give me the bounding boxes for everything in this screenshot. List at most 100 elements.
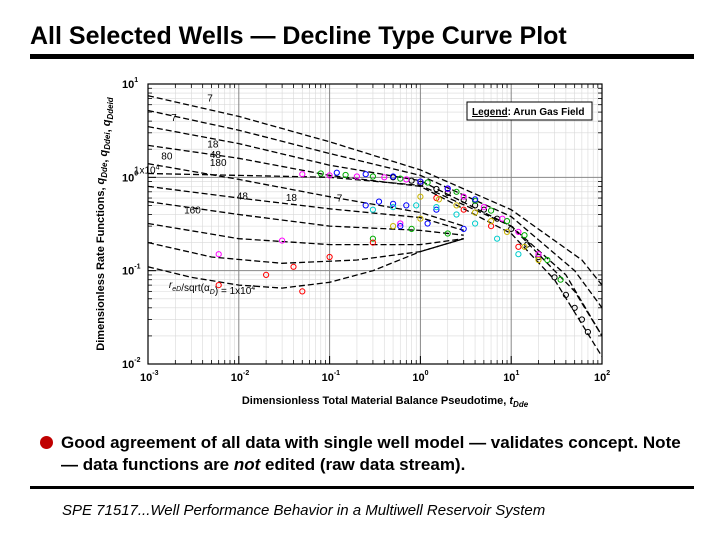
stem-family-label-part: 4 xyxy=(251,285,255,292)
stem-annotation: 48 xyxy=(210,150,222,161)
stem-family-label-part: /sqrt( xyxy=(181,283,204,294)
x-tick-label: 10-2 xyxy=(231,370,250,384)
stem-annotation-text: 80 xyxy=(161,152,173,163)
data-point-series-2 xyxy=(460,193,467,200)
stem-annotation: 180 xyxy=(210,158,227,169)
stem-annotation: 18 xyxy=(286,193,298,204)
type-curve-plot: 7 7 18 80 48 180 1x104 48 18 7 160 reD/sqrt(αD) = 1… xyxy=(90,70,620,418)
y-tick-exp: -1 xyxy=(134,264,140,271)
data-point-series-3 xyxy=(369,173,376,180)
legend-entry: : Arun Gas Field xyxy=(508,107,585,118)
data-point-series-1 xyxy=(444,189,451,197)
data-point-series-3 xyxy=(424,179,431,186)
stem-annotation: 18 xyxy=(207,139,219,150)
y-tick-base: 10 xyxy=(122,79,134,91)
x-tick-exp: -1 xyxy=(334,370,340,377)
data-point-series-4 xyxy=(444,185,451,192)
slide-title: All Selected Wells — Decline Type Curve … xyxy=(30,22,567,50)
data-point-series-6 xyxy=(503,228,511,235)
y-axis-label-part: q xyxy=(95,177,107,184)
data-point-series-4 xyxy=(375,198,383,205)
x-tick-label: 10-1 xyxy=(322,370,341,384)
stem-annotation: 48 xyxy=(237,191,249,202)
x-tick-exp: -2 xyxy=(243,370,249,377)
data-point-series-6 xyxy=(417,215,424,222)
data-point-series-3 xyxy=(544,256,551,264)
data-point-series-6 xyxy=(535,256,542,264)
data-point-series-7 xyxy=(413,202,420,209)
x-axis-label-main: Dimensionless Total Material Balance Pse… xyxy=(242,395,510,407)
x-tick-exp: 1 xyxy=(515,370,519,377)
data-point-series-3 xyxy=(521,232,528,239)
y-tick-base: 10 xyxy=(122,359,134,371)
x-tick-label: 102 xyxy=(594,370,610,384)
stem-annotation-text: 180 xyxy=(210,158,227,169)
stem-9 xyxy=(148,109,602,309)
data-point-series-2 xyxy=(515,228,522,235)
data-point-series-2 xyxy=(381,174,388,181)
data-point-series-4 xyxy=(362,202,369,209)
data-point-series-7 xyxy=(472,220,479,227)
data-point-series-2 xyxy=(535,251,542,258)
title-rule xyxy=(30,54,694,59)
data-point-series-5 xyxy=(215,282,222,289)
data-point-series-1 xyxy=(578,316,585,323)
y-tick-base: 10 xyxy=(122,172,134,184)
y-tick-exp: 0 xyxy=(134,170,138,177)
data-point-series-7 xyxy=(369,206,376,213)
bullet-point: Good agreement of all data with single w… xyxy=(40,432,700,476)
plot-area xyxy=(147,83,603,365)
data-point-series-4 xyxy=(460,225,467,232)
data-point-series-5 xyxy=(369,239,376,246)
x-tick-label: 10-3 xyxy=(140,370,159,384)
data-point-series-3 xyxy=(369,235,376,242)
data-point-series-3 xyxy=(503,218,511,225)
data-point-series-5 xyxy=(515,243,522,250)
stem-annotation: 7 xyxy=(207,93,213,104)
y-axis-label-part: Ddeid xyxy=(106,96,115,119)
stem-annotation: 7 xyxy=(171,113,177,124)
data-point-series-3 xyxy=(408,225,415,232)
data-point-series-6 xyxy=(488,218,495,225)
x-tick-exp: -3 xyxy=(152,370,158,377)
data-point-series-2 xyxy=(480,204,487,211)
data-point-series-3 xyxy=(557,276,564,283)
data-point-series-7 xyxy=(494,235,501,242)
plot-frame xyxy=(147,83,603,365)
stem-annotation-text: 18 xyxy=(286,193,298,204)
x-tick-exp: 2 xyxy=(606,370,610,377)
x-tick-base: 10 xyxy=(231,372,243,384)
bullet-dot xyxy=(40,436,53,449)
data-point-series-2 xyxy=(215,251,222,258)
y-tick-label: 100 xyxy=(122,170,138,184)
x-tick-base: 10 xyxy=(140,372,152,384)
data-point-series-4 xyxy=(362,171,369,178)
stem-annotation-text: 18 xyxy=(207,139,219,150)
data-point-series-1 xyxy=(584,328,591,336)
bullet-text-after: edited (raw data stream). xyxy=(260,455,466,474)
stem-annotation: 1x104 xyxy=(134,164,160,176)
stem-8 xyxy=(148,125,602,337)
stem-annotation-text: 160 xyxy=(184,205,201,216)
y-axis-label-part: Dde xyxy=(100,162,109,178)
stem-4 xyxy=(148,200,464,236)
chart-legend: Legend: Arun Gas Field xyxy=(466,101,593,121)
x-axis-label-sub: Dde xyxy=(513,400,529,409)
y-axis-label-part: q xyxy=(98,149,110,156)
stem-annotation-text: 48 xyxy=(237,191,249,202)
stem-family-label-part: ) = 1x10 xyxy=(215,286,252,297)
x-tick-base: 10 xyxy=(412,372,424,384)
stem-6 xyxy=(148,163,464,227)
data-point-series-5 xyxy=(460,206,467,213)
data-point-series-4 xyxy=(390,173,397,180)
y-axis-label: Dimensionless Rate Functions, qDde, qDde… xyxy=(95,96,115,351)
y-tick-label: 10-1 xyxy=(122,264,141,278)
stem-annotation-text: 7 xyxy=(207,93,213,104)
stem-curves xyxy=(148,95,602,357)
bullet-text-emphasis: not xyxy=(233,455,261,474)
stem-annotation-text: 1x10 xyxy=(134,165,156,176)
y-tick-label: 101 xyxy=(122,77,138,91)
stem-annotation: 7 xyxy=(337,194,343,205)
stem-family-label: reD/sqrt(αD) = 1x104 xyxy=(169,280,255,297)
data-point-series-1 xyxy=(460,197,467,204)
